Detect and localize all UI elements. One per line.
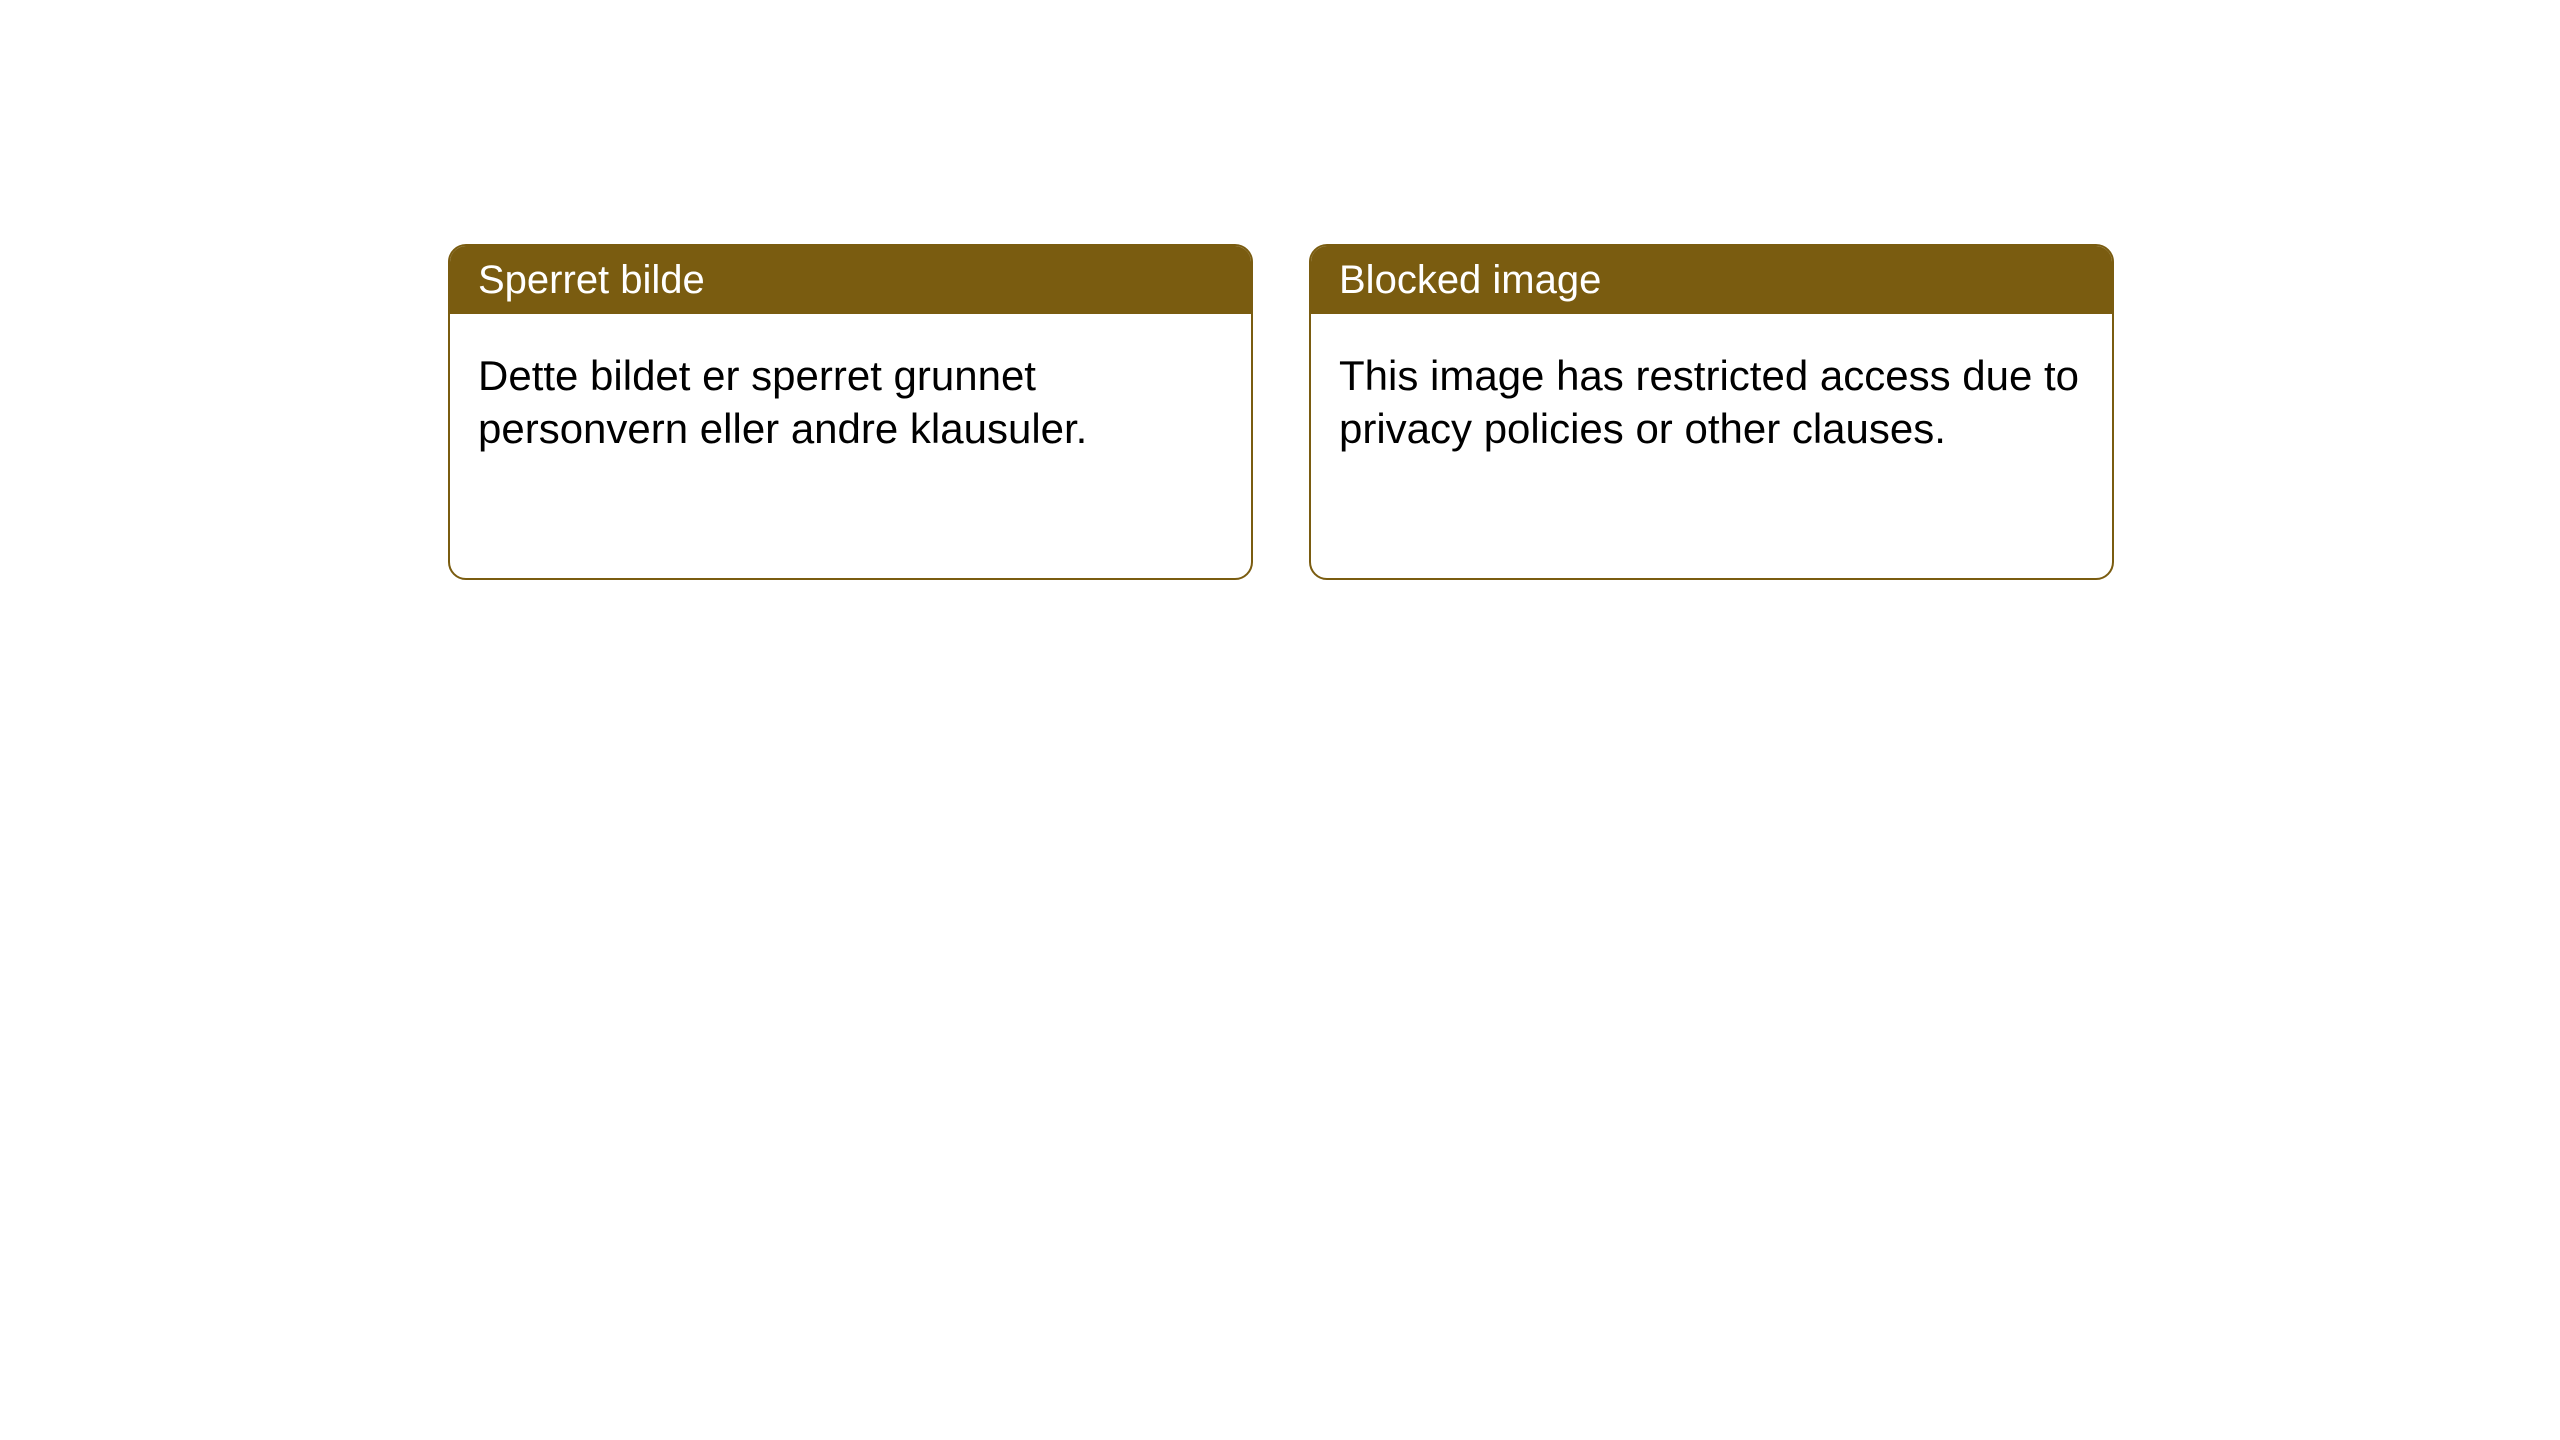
notice-body: This image has restricted access due to … [1311, 314, 2112, 491]
notice-container: Sperret bilde Dette bildet er sperret gr… [448, 244, 2114, 580]
notice-body-text: This image has restricted access due to … [1339, 352, 2079, 452]
notice-body: Dette bildet er sperret grunnet personve… [450, 314, 1251, 491]
notice-title: Blocked image [1339, 258, 1601, 302]
notice-title: Sperret bilde [478, 258, 705, 302]
notice-body-text: Dette bildet er sperret grunnet personve… [478, 352, 1087, 452]
notice-box-norwegian: Sperret bilde Dette bildet er sperret gr… [448, 244, 1253, 580]
notice-header: Sperret bilde [450, 246, 1251, 314]
notice-header: Blocked image [1311, 246, 2112, 314]
notice-box-english: Blocked image This image has restricted … [1309, 244, 2114, 580]
